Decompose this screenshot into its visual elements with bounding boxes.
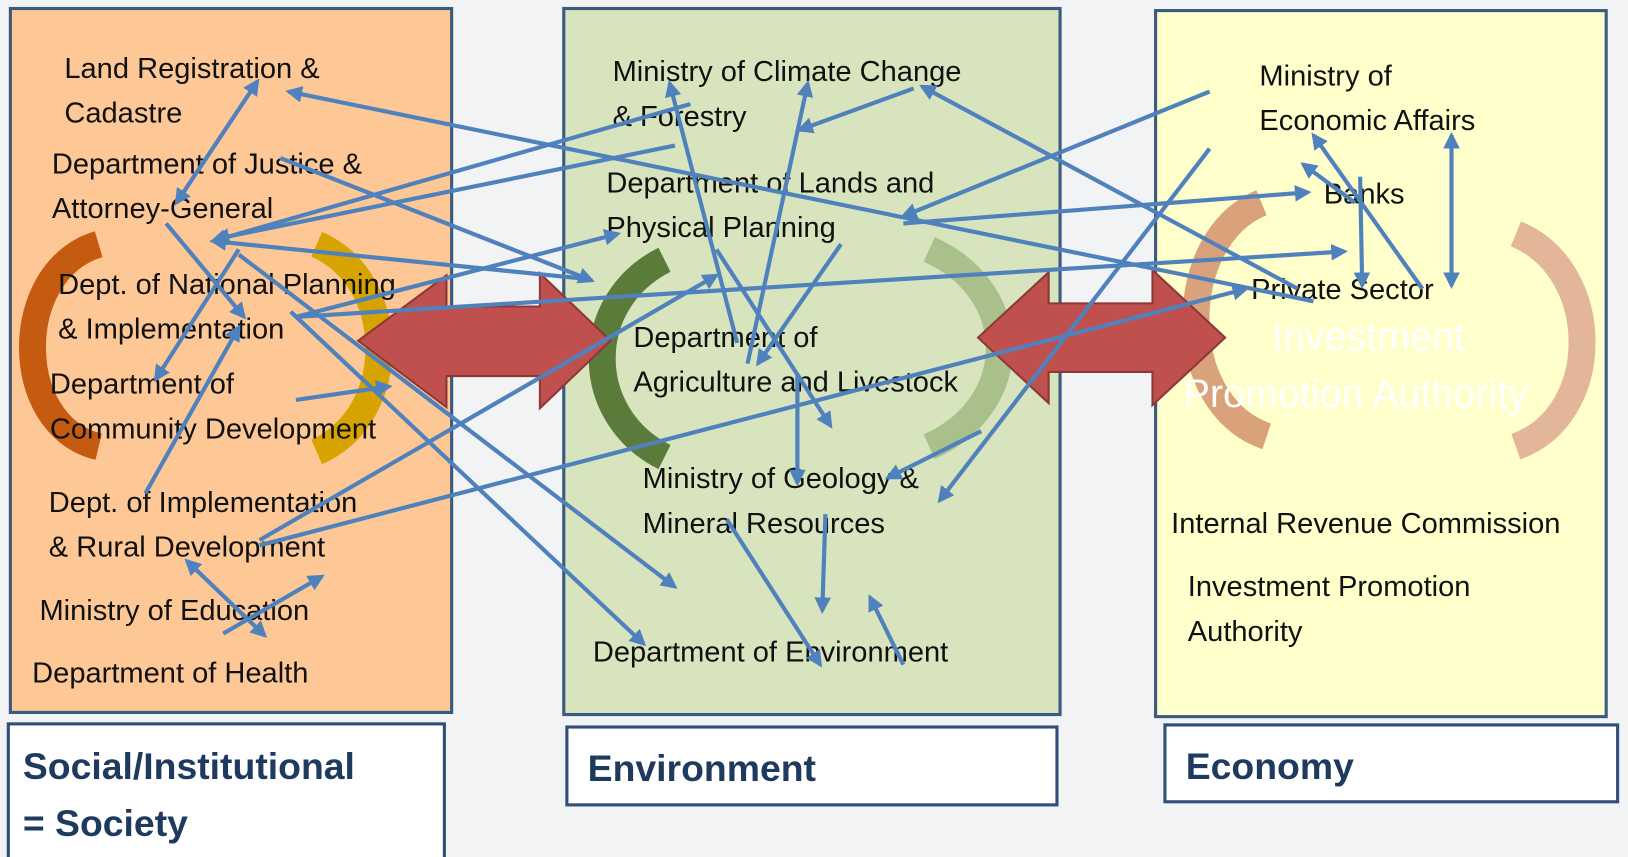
item: Department of xyxy=(633,322,818,354)
item: Department of Environment xyxy=(593,637,948,669)
item: Land Registration & xyxy=(64,53,319,85)
item: Internal Revenue Commission xyxy=(1171,508,1560,540)
item: Dept. of Implementation xyxy=(49,487,358,519)
item: Mineral Resources xyxy=(643,508,885,540)
item: Authority xyxy=(1188,616,1303,648)
item: Investment Promotion xyxy=(1188,571,1471,603)
item: & Rural Development xyxy=(49,532,325,564)
panel-label: Environment xyxy=(588,747,816,789)
item: Ministry of Education xyxy=(39,595,309,627)
item: & Implementation xyxy=(58,314,284,346)
item: Cadastre xyxy=(64,98,182,130)
ghost-text: Promotion Authority xyxy=(1184,372,1528,416)
item: Physical Planning xyxy=(606,212,835,244)
page: Land Registration & Cadastre Department … xyxy=(0,0,1628,857)
panel-label: = Society xyxy=(23,802,188,844)
item: Economic Affairs xyxy=(1259,105,1475,137)
item: Ministry of xyxy=(1259,60,1392,92)
panel-label: Economy xyxy=(1186,745,1354,787)
item: Attorney-General xyxy=(52,193,273,225)
arrow xyxy=(1360,177,1362,286)
ghost-text: Investment xyxy=(1272,315,1465,359)
item: Community Development xyxy=(50,413,376,445)
item: Ministry of Climate Change xyxy=(613,56,962,88)
item: Ministry of Geology & xyxy=(643,463,919,495)
panel-label: Social/Institutional xyxy=(23,745,355,787)
item: Department of Health xyxy=(32,657,308,689)
diagram: Land Registration & Cadastre Department … xyxy=(0,0,1628,857)
item: Department of Lands and xyxy=(606,167,934,199)
